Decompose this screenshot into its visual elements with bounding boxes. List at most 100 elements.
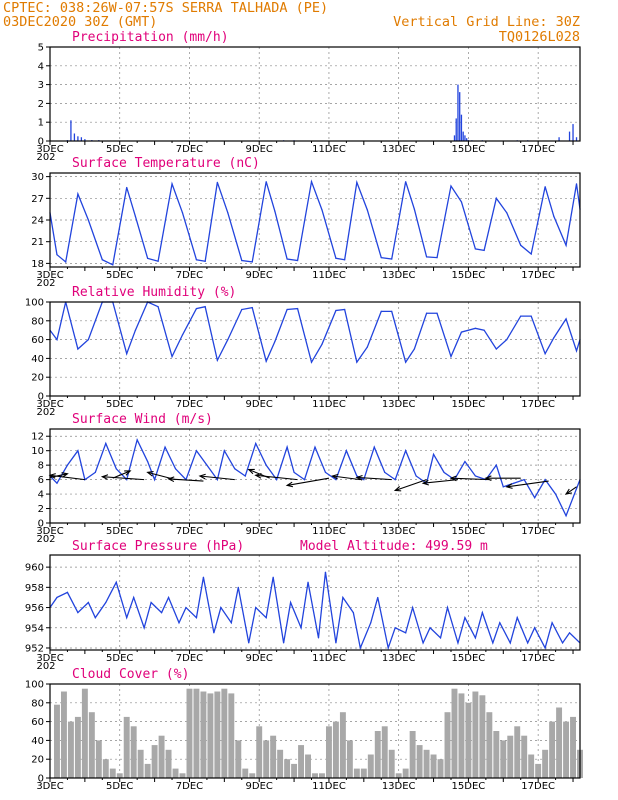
y-tick-label: 8	[38, 461, 44, 472]
precip-bar	[558, 137, 560, 141]
cloud-bar	[291, 763, 298, 778]
data-point	[115, 468, 117, 470]
x-tick-label: 13DEC	[382, 270, 416, 281]
panel-cloud: Cloud Cover (%) 0 20 40 60 80 100 3DEC 5DEC 7DEC 9…	[25, 667, 583, 792]
y-tick-label: 24	[31, 216, 44, 227]
x-axis: 3DEC 5DEC 7DEC 9DEC 11DEC 13DEC 15DEC 17DEC 202	[36, 650, 574, 672]
year-label: 202	[36, 534, 55, 545]
data-point	[65, 261, 67, 263]
data-point	[195, 450, 198, 452]
wind-arrow	[505, 480, 549, 489]
y-tick-label: 21	[31, 237, 44, 248]
wind-arrow	[449, 475, 490, 482]
data-precip	[66, 84, 578, 141]
x-tick-label: 7DEC	[176, 653, 203, 664]
y-axis: 952 954 956 958 960	[25, 563, 50, 654]
cloud-bar	[172, 768, 179, 778]
data-point	[450, 355, 452, 358]
x-tick-label: 9DEC	[246, 399, 273, 410]
cloud-bar	[423, 749, 430, 778]
data-point	[513, 482, 515, 484]
x-tick-label: 17DEC	[521, 781, 555, 792]
data-point	[495, 464, 497, 466]
data-point	[324, 571, 327, 573]
data-point	[77, 450, 79, 452]
data-point	[450, 185, 452, 187]
data-point	[143, 627, 145, 629]
data-point	[171, 355, 173, 358]
data-point	[391, 258, 393, 260]
data-point	[77, 612, 79, 614]
x-tick-label: 15DEC	[452, 144, 486, 155]
gridlines	[50, 429, 580, 523]
y-tick-label: 27	[31, 194, 44, 205]
data-point	[167, 596, 170, 599]
data-point	[415, 475, 417, 477]
data-point	[506, 339, 508, 341]
data-point	[115, 581, 117, 583]
data-point	[255, 442, 257, 445]
data-point	[534, 497, 536, 499]
panel-wind: Surface Wind (m/s) 0 2 4 6 8 10 12 3DEC 5DEC 7DEC 9…	[31, 412, 581, 545]
x-tick-label: 13DEC	[382, 526, 416, 537]
x-axis: 3DEC 5DEC 7DEC 9DEC 11DEC 13DEC 15DEC 17DEC 202	[36, 267, 574, 289]
x-tick-label: 15DEC	[452, 526, 486, 537]
data-point	[171, 183, 173, 185]
data-point	[126, 353, 128, 355]
y-tick-label: 2	[38, 99, 44, 110]
y-tick-label: 60	[31, 335, 44, 346]
y-tick-label: 0	[38, 519, 44, 530]
data-point	[366, 209, 368, 211]
data-point	[483, 329, 485, 331]
data-point	[206, 464, 208, 466]
x-tick-label: 9DEC	[246, 653, 273, 664]
cloud-bar	[556, 707, 563, 778]
x-tick-label: 11DEC	[312, 653, 346, 664]
data-point	[283, 642, 285, 644]
cloud-bar	[507, 735, 514, 778]
y-tick-label: 954	[25, 623, 44, 634]
data-point	[554, 493, 557, 495]
x-tick-label: 7DEC	[176, 781, 203, 792]
cloud-bar	[570, 716, 576, 778]
data-point	[575, 350, 578, 352]
data-point	[87, 219, 89, 221]
cloud-bar	[54, 704, 60, 778]
cloud-bar	[381, 726, 388, 778]
cloud-bar	[312, 773, 318, 778]
series-line	[49, 179, 581, 266]
data-point	[413, 348, 415, 350]
header-grid-note: Vertical Grid Line: 30Z	[393, 14, 580, 30]
data-point	[499, 622, 501, 624]
cloud-bar	[353, 768, 360, 778]
x-tick-label: 11DEC	[312, 144, 346, 155]
data-point	[534, 627, 536, 629]
data-point	[359, 647, 361, 649]
data-point	[335, 479, 337, 481]
data-point	[474, 248, 476, 250]
wind-arrow	[484, 475, 521, 482]
data-point	[293, 471, 295, 473]
y-axis: 0 2 4 6 8 10 12	[31, 432, 50, 530]
x-tick-label: 15DEC	[452, 399, 486, 410]
data-point	[380, 257, 382, 259]
cloud-bar	[535, 763, 542, 778]
data-point	[356, 361, 358, 363]
year-label: 202	[36, 661, 55, 672]
cloud-bar	[514, 726, 521, 778]
data-point	[370, 622, 372, 624]
gridlines	[50, 173, 580, 267]
data-point	[464, 617, 466, 619]
cloud-bar	[242, 768, 249, 778]
data-point	[178, 622, 180, 624]
data-point	[216, 479, 218, 481]
x-axis: 3DEC 5DEC 7DEC 9DEC 11DEC 13DEC 15DEC 17DEC 202	[36, 141, 574, 163]
data-point	[160, 612, 163, 614]
precip-bar	[73, 133, 76, 141]
cloud-bar	[451, 688, 458, 778]
data-point	[405, 450, 407, 452]
y-tick-label: 956	[25, 603, 44, 614]
data-point	[335, 309, 337, 312]
x-tick-label: 15DEC	[452, 270, 486, 281]
